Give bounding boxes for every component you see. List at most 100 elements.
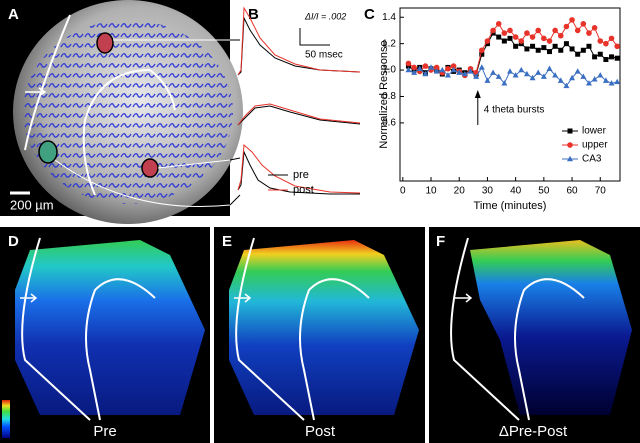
marker <box>563 82 570 89</box>
y-tick-label: 1.2 <box>382 38 396 49</box>
boundary <box>514 278 585 421</box>
heatmap <box>470 240 632 415</box>
marker <box>580 73 587 79</box>
marker <box>428 64 435 70</box>
boundary <box>85 278 156 421</box>
marker <box>558 47 564 53</box>
marker <box>586 30 592 36</box>
marker <box>557 77 564 83</box>
x-tick-label: 30 <box>482 186 494 197</box>
marker <box>478 47 485 54</box>
marker <box>490 69 497 75</box>
marker <box>614 43 620 50</box>
legend-label: pre <box>293 169 309 181</box>
marker <box>586 43 592 49</box>
marker <box>535 27 542 34</box>
series-line <box>408 19 618 77</box>
panel-f: F ΔPre-Post <box>429 227 640 443</box>
x-tick-label: 10 <box>425 186 437 197</box>
marker <box>591 76 598 82</box>
marker <box>518 66 525 73</box>
annotation-arrowhead <box>474 90 481 98</box>
trace-post <box>237 103 361 126</box>
panel-label: D <box>8 233 19 250</box>
y-axis-label: Normalized Response <box>378 40 390 148</box>
annotation: 4 theta bursts <box>484 105 545 116</box>
x-tick-label: 20 <box>454 186 466 197</box>
marker <box>461 70 468 77</box>
marker <box>411 64 417 71</box>
boundary <box>21 237 91 421</box>
panel-b: B ΔI/I = .002 50 msec pre post <box>237 6 361 196</box>
marker <box>518 38 525 44</box>
boundary <box>82 69 151 196</box>
marker <box>563 41 569 47</box>
marker <box>444 72 451 78</box>
marker <box>557 32 564 39</box>
connectors <box>54 39 241 208</box>
scale-bar <box>299 28 330 46</box>
boundary <box>299 278 370 421</box>
boundary <box>235 237 305 421</box>
marker <box>580 47 586 53</box>
marker <box>575 51 581 57</box>
caption: ΔPre-Post <box>499 423 568 440</box>
marker <box>439 66 446 73</box>
y-tick-label: 1.0 <box>382 65 396 76</box>
marker <box>569 17 575 23</box>
marker <box>592 54 598 60</box>
marker <box>541 45 547 51</box>
marker <box>501 38 507 44</box>
marker <box>512 72 519 78</box>
y-tick-label: 0.6 <box>382 118 396 129</box>
marker <box>484 38 491 44</box>
marker <box>602 77 609 83</box>
x-tick-label: 50 <box>538 186 550 197</box>
roi <box>141 158 159 178</box>
marker <box>523 70 530 77</box>
marker <box>563 23 570 30</box>
marker <box>580 21 587 27</box>
marker <box>552 43 558 49</box>
panel-label: E <box>222 233 232 250</box>
marker <box>422 70 429 77</box>
marker <box>507 68 513 74</box>
caption: Post <box>305 423 336 440</box>
boundary <box>450 237 520 421</box>
marker <box>501 80 508 86</box>
panel-c: C 0.6 0.8 1.0 1.2 1.4 0 10 20 30 40 50 60 70 Time (mi… <box>364 6 621 212</box>
panel-d: D Pre <box>0 227 210 443</box>
marker <box>609 54 615 60</box>
marker <box>567 142 573 148</box>
marker <box>495 73 502 79</box>
marker <box>411 69 418 75</box>
marker <box>608 35 615 42</box>
marker <box>473 73 480 79</box>
marker <box>614 78 621 85</box>
marker <box>416 65 423 71</box>
panel-label: F <box>436 233 445 250</box>
series-line <box>408 66 618 87</box>
marker <box>530 43 536 49</box>
panel-label: B <box>248 6 259 23</box>
marker <box>569 74 576 81</box>
x-tick-label: 0 <box>400 186 406 197</box>
trace-pre <box>237 105 361 126</box>
panel-label: A <box>8 6 19 23</box>
panel-label: C <box>364 6 375 23</box>
marker <box>422 63 429 69</box>
panel-e: E Post <box>214 227 425 443</box>
marker <box>496 34 502 40</box>
boundary <box>149 69 176 111</box>
marker <box>569 46 575 52</box>
marker <box>490 27 496 34</box>
legend-label: lower <box>582 126 607 137</box>
legend-label: post <box>293 184 314 196</box>
legend-label: CA3 <box>582 154 602 165</box>
marker <box>456 69 463 75</box>
pixel-traces <box>23 20 233 204</box>
time-scale: 50 msec <box>305 50 343 61</box>
scale-bar-label: 200 µm <box>10 197 54 212</box>
legend-label: upper <box>582 140 608 151</box>
